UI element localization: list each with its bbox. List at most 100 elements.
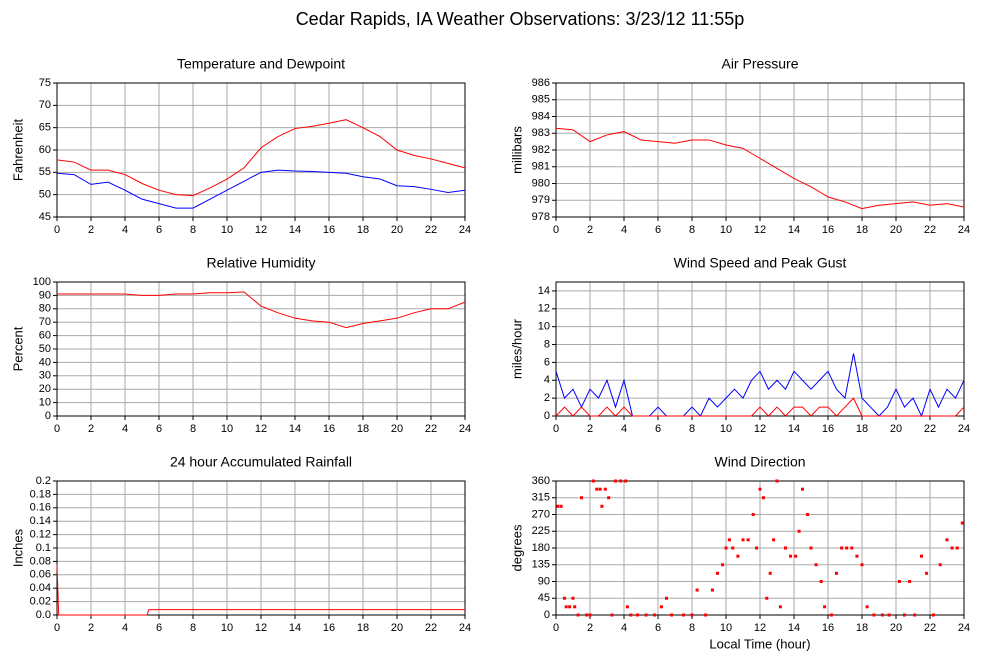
y-tick-label: 55 <box>39 166 51 178</box>
plot-frame <box>555 480 965 616</box>
x-tick-label: 0 <box>553 622 559 634</box>
point <box>794 554 798 558</box>
chart: Relative HumidityPercent0102030405060708… <box>10 255 471 435</box>
x-tick-label: 20 <box>391 423 403 435</box>
x-tick-label: 12 <box>255 423 267 435</box>
x-tick-label: 18 <box>856 622 868 634</box>
point <box>840 546 844 550</box>
x-tick-label: 8 <box>689 224 695 236</box>
point <box>835 571 838 575</box>
y-tick-label: 12 <box>538 303 550 315</box>
point <box>600 504 604 508</box>
y-tick-label: 50 <box>39 343 51 355</box>
chart-title: Temperature and Dewpoint <box>177 56 345 72</box>
point <box>563 596 566 600</box>
x-tick-label: 18 <box>856 423 868 435</box>
plot-frame <box>56 82 466 218</box>
x-axis-label: Local Time (hour) <box>709 636 810 651</box>
point <box>860 563 864 567</box>
x-tick-label: 22 <box>425 423 437 435</box>
y-tick-label: 980 <box>532 177 550 189</box>
point <box>880 613 884 617</box>
point <box>765 596 769 600</box>
chart-title: Wind Speed and Peak Gust <box>674 255 847 271</box>
plot-frame <box>56 480 466 616</box>
point <box>789 554 793 558</box>
chart-title: Air Pressure <box>721 56 798 72</box>
y-tick-label: 180 <box>532 542 550 554</box>
point <box>887 613 891 617</box>
x-tick-label: 2 <box>587 423 593 435</box>
x-tick-label: 18 <box>357 423 369 435</box>
x-tick-label: 22 <box>924 224 936 236</box>
point <box>850 546 854 550</box>
point <box>690 613 694 617</box>
point <box>908 580 912 583</box>
y-tick-label: 90 <box>538 575 550 587</box>
point <box>865 605 869 609</box>
x-tick-label: 2 <box>587 622 593 634</box>
point <box>682 613 685 617</box>
point <box>644 613 648 617</box>
y-tick-label: 45 <box>538 592 550 604</box>
y-tick-label: 981 <box>532 161 550 173</box>
x-tick-label: 6 <box>156 224 162 236</box>
x-tick-label: 10 <box>720 423 732 435</box>
x-tick-label: 24 <box>958 224 970 236</box>
point <box>568 605 572 609</box>
point <box>588 613 592 617</box>
x-tick-label: 16 <box>323 622 335 634</box>
x-tick-label: 0 <box>553 224 559 236</box>
y-tick-label: 70 <box>39 316 51 328</box>
y-tick-label: 270 <box>532 508 550 520</box>
point <box>931 613 935 617</box>
point <box>897 580 901 583</box>
x-tick-label: 10 <box>221 224 233 236</box>
x-tick-label: 10 <box>221 622 233 634</box>
point <box>945 538 949 542</box>
point <box>872 613 876 617</box>
point <box>778 605 782 609</box>
x-tick-label: 20 <box>890 622 902 634</box>
point <box>573 605 577 609</box>
x-tick-label: 0 <box>553 423 559 435</box>
y-tick-label: 985 <box>532 94 550 106</box>
x-tick-label: 8 <box>689 622 695 634</box>
y-tick-label: 90 <box>39 289 51 301</box>
point <box>580 496 583 500</box>
point <box>925 571 929 575</box>
point <box>950 546 954 550</box>
point <box>801 487 804 491</box>
point <box>823 605 827 609</box>
x-tick-label: 14 <box>788 423 800 435</box>
x-tick-label: 16 <box>323 224 335 236</box>
x-tick-label: 14 <box>289 622 301 634</box>
x-tick-label: 4 <box>621 622 627 634</box>
point <box>559 504 563 508</box>
point <box>758 487 762 491</box>
y-tick-label: 20 <box>39 383 51 395</box>
y-tick-label: 135 <box>532 559 550 571</box>
x-tick-label: 0 <box>54 423 60 435</box>
x-tick-label: 10 <box>720 622 732 634</box>
x-tick-label: 12 <box>754 622 766 634</box>
figure-title: Cedar Rapids, IA Weather Observations: 3… <box>296 9 745 29</box>
plot-frame <box>56 281 466 417</box>
x-tick-label: 20 <box>391 224 403 236</box>
x-tick-label: 16 <box>822 423 834 435</box>
point <box>724 546 728 550</box>
x-tick-label: 6 <box>655 423 661 435</box>
x-tick-label: 4 <box>122 224 128 236</box>
point <box>636 613 640 617</box>
y-tick-label: 0.16 <box>30 502 51 514</box>
point <box>591 479 595 483</box>
y-tick-label: 45 <box>39 211 51 223</box>
y-tick-label: 225 <box>532 525 550 537</box>
point <box>571 596 575 600</box>
point <box>761 496 765 500</box>
x-tick-label: 4 <box>621 224 627 236</box>
x-tick-label: 24 <box>459 423 471 435</box>
x-tick-label: 12 <box>255 224 267 236</box>
y-tick-label: 978 <box>532 211 550 223</box>
